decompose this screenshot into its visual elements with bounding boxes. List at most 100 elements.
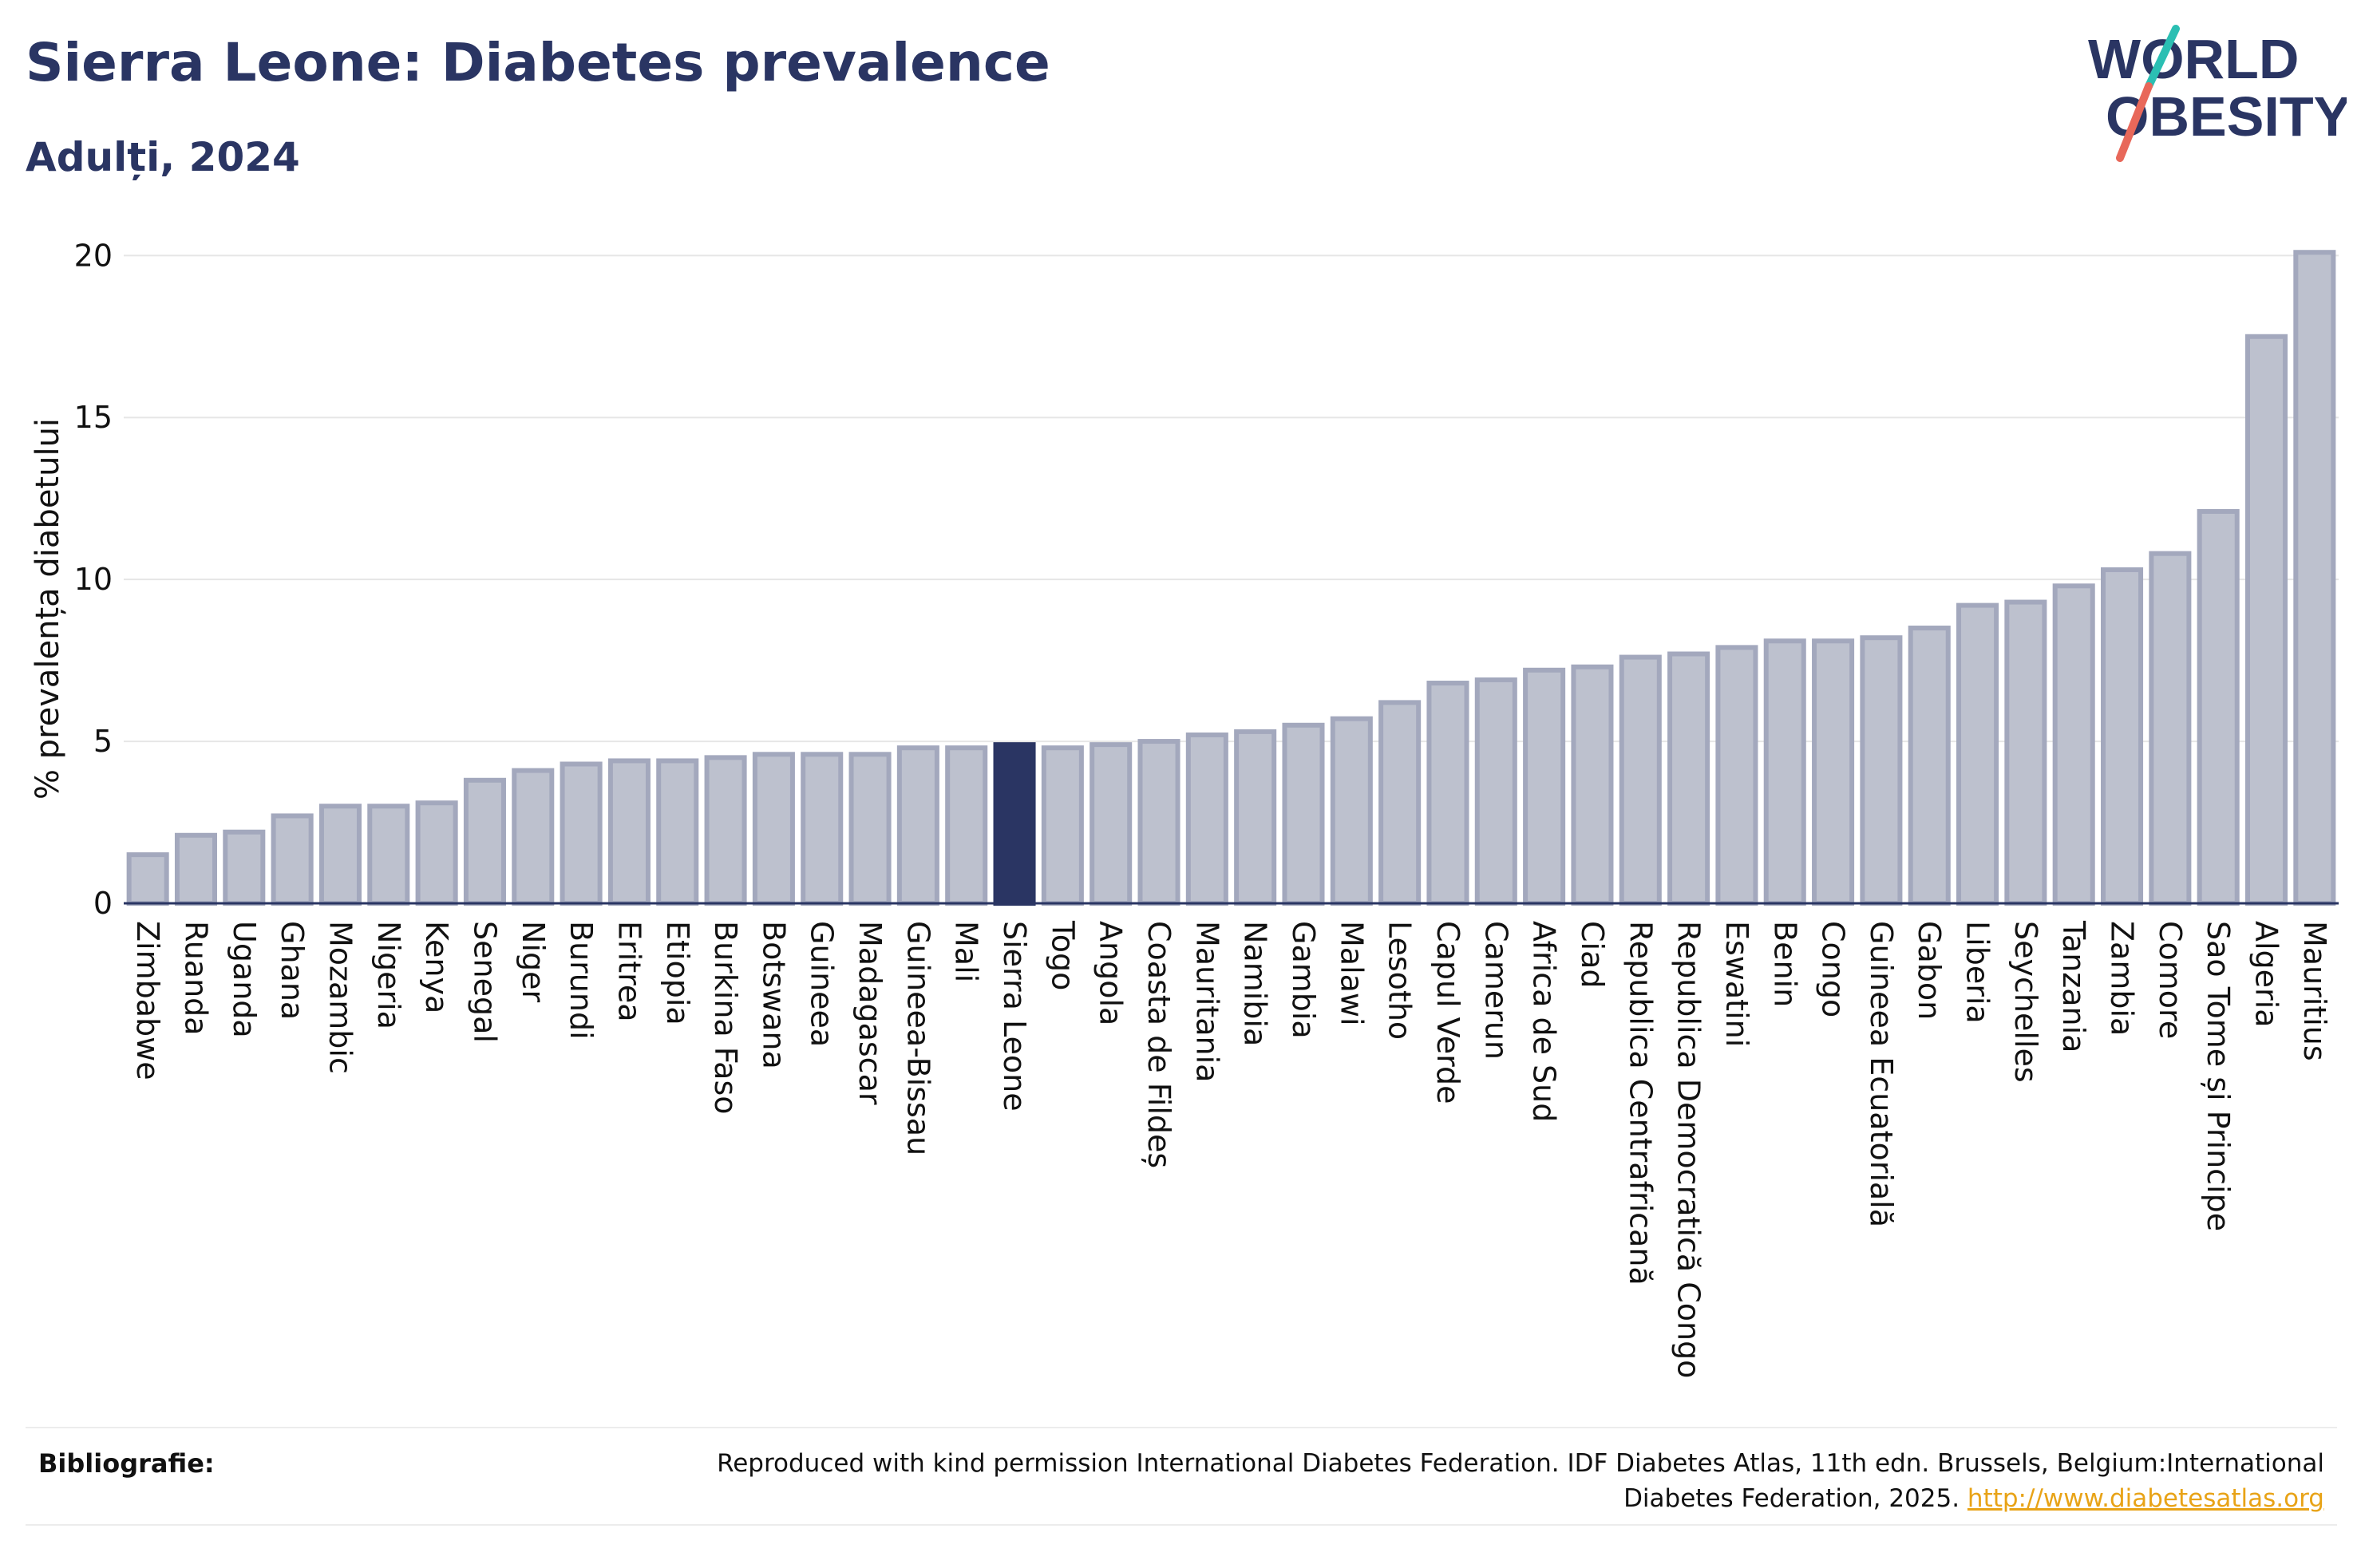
bar-ciad[interactable] bbox=[1571, 664, 1614, 906]
bar-benin[interactable] bbox=[1763, 638, 1806, 906]
bar-republica-democratic-congo[interactable] bbox=[1667, 651, 1710, 906]
x-tick-label: Eritrea bbox=[611, 921, 647, 1022]
bar-madagascar[interactable] bbox=[848, 752, 892, 906]
bar-togo[interactable] bbox=[1041, 745, 1084, 906]
x-tick-label: Kenya bbox=[419, 921, 454, 1013]
x-tick-label: Nigeria bbox=[371, 921, 406, 1029]
bar-lesotho[interactable] bbox=[1378, 700, 1422, 906]
x-tick-label: Republica Centrafricană bbox=[1623, 921, 1658, 1286]
y-axis-ticks: 0 5 10 15 20 bbox=[74, 238, 113, 921]
bar-guineea-bissau[interactable] bbox=[896, 745, 939, 906]
bar-coasta-de-filde-[interactable] bbox=[1137, 739, 1180, 906]
bar-nigeria[interactable] bbox=[367, 804, 410, 906]
bibliography-text: Reproduced with kind permission Internat… bbox=[648, 1446, 2324, 1516]
bar-comore[interactable] bbox=[2149, 551, 2192, 906]
y-tick-label: 0 bbox=[93, 886, 113, 921]
x-tick-label: Ghana bbox=[275, 921, 310, 1020]
bar-mauritania[interactable] bbox=[1185, 732, 1228, 906]
x-tick-label: Coasta de Fildeș bbox=[1141, 921, 1177, 1168]
x-tick-label: Congo bbox=[1816, 921, 1851, 1017]
y-tick-label: 20 bbox=[74, 238, 113, 273]
world-obesity-logo: WORLD OBESITY bbox=[2088, 25, 2347, 162]
x-tick-label: Seychelles bbox=[2008, 921, 2043, 1083]
bar-kenya[interactable] bbox=[415, 800, 458, 906]
x-tick-label: Zimbabwe bbox=[130, 921, 165, 1080]
bar-niger[interactable] bbox=[512, 768, 555, 906]
y-tick-label: 15 bbox=[74, 400, 113, 435]
x-tick-label: Sao Tome și Principe bbox=[2201, 921, 2236, 1231]
bar-namibia[interactable] bbox=[1234, 729, 1277, 906]
bar-ruanda[interactable] bbox=[174, 832, 218, 906]
x-tick-label: Gambia bbox=[1286, 921, 1321, 1039]
bars bbox=[126, 250, 2336, 906]
bar-sao-tome-i-principe[interactable] bbox=[2197, 508, 2240, 906]
bibliography-citation: Reproduced with kind permission Internat… bbox=[717, 1449, 2324, 1513]
x-tick-label: Burundi bbox=[564, 921, 599, 1040]
page-title: Sierra Leone: Diabetes prevalence bbox=[26, 32, 1050, 93]
x-tick-label: Etiopia bbox=[660, 921, 695, 1025]
x-tick-label: Togo bbox=[1045, 920, 1080, 990]
bar-congo[interactable] bbox=[1812, 638, 1855, 906]
x-tick-label: Mali bbox=[949, 921, 984, 982]
bar-camerun[interactable] bbox=[1474, 677, 1517, 906]
x-axis-labels: Zimbabwe Ruanda Uganda Ghana Mozambic Nigeria… bbox=[130, 920, 2332, 1378]
bar-algeria[interactable] bbox=[2244, 334, 2288, 906]
bar-mali[interactable] bbox=[945, 745, 988, 906]
bar-angola[interactable] bbox=[1090, 742, 1133, 906]
logo-line-1: WORLD bbox=[2088, 28, 2299, 90]
x-tick-label: Botswana bbox=[756, 921, 791, 1069]
bar-eritrea[interactable] bbox=[607, 758, 651, 906]
x-tick-label: Madagascar bbox=[852, 921, 888, 1105]
x-tick-label: Burkina Faso bbox=[708, 921, 743, 1115]
bar-zambia[interactable] bbox=[2101, 567, 2144, 906]
bar-uganda[interactable] bbox=[223, 829, 266, 906]
x-tick-label: Mozambic bbox=[322, 921, 358, 1074]
x-tick-label: Guineea Ecuatorială bbox=[1864, 921, 1899, 1227]
bar-sierra-leone[interactable] bbox=[993, 742, 1036, 906]
x-tick-label: Mauritania bbox=[1189, 921, 1224, 1082]
page-subtitle: Adulți, 2024 bbox=[26, 134, 300, 180]
x-tick-label: Namibia bbox=[1238, 921, 1273, 1046]
bar-guineea[interactable] bbox=[801, 752, 844, 906]
bar-eswatini[interactable] bbox=[1715, 645, 1758, 906]
bar-burkina-faso[interactable] bbox=[704, 755, 747, 906]
footer-divider-bottom bbox=[26, 1524, 2337, 1526]
bar-republica-centrafrican-[interactable] bbox=[1619, 654, 1662, 906]
x-tick-label: Comore bbox=[2153, 921, 2188, 1039]
x-tick-label: Malawi bbox=[1334, 921, 1369, 1026]
bar-gambia[interactable] bbox=[1282, 722, 1325, 906]
bibliography-label: Bibliografie: bbox=[38, 1448, 215, 1479]
bar-guineea-ecuatorial-[interactable] bbox=[1860, 635, 1903, 906]
bar-senegal[interactable] bbox=[463, 777, 506, 906]
x-tick-label: Uganda bbox=[227, 921, 262, 1038]
x-tick-label: Mauritius bbox=[2297, 921, 2332, 1061]
footer-divider-top bbox=[26, 1427, 2337, 1428]
bibliography-link[interactable]: http://www.diabetesatlas.org bbox=[1967, 1484, 2324, 1513]
x-tick-label: Sierra Leone bbox=[997, 921, 1032, 1112]
x-tick-label: Zambia bbox=[2105, 921, 2140, 1036]
bar-botswana[interactable] bbox=[752, 752, 795, 906]
x-tick-label: Gabon bbox=[1912, 921, 1947, 1020]
x-tick-label: Benin bbox=[1767, 921, 1802, 1007]
y-tick-label: 10 bbox=[74, 562, 113, 597]
bar-malawi[interactable] bbox=[1330, 716, 1373, 906]
x-tick-label: Senegal bbox=[467, 921, 502, 1043]
bar-burundi[interactable] bbox=[560, 761, 603, 906]
x-tick-label: Guineea-Bissau bbox=[900, 921, 935, 1155]
bar-ghana[interactable] bbox=[271, 813, 314, 906]
x-tick-label: Lesotho bbox=[1382, 921, 1418, 1040]
bar-liberia[interactable] bbox=[1956, 602, 1999, 906]
bar-mozambic[interactable] bbox=[318, 804, 362, 906]
bar-etiopia[interactable] bbox=[656, 758, 699, 906]
bar-chart: 0 5 10 15 20 Zimbabwe Ruanda Uganda Ghana Mozamb… bbox=[74, 238, 2339, 1378]
x-tick-label: Ruanda bbox=[178, 921, 213, 1036]
bar-gabon[interactable] bbox=[1908, 626, 1951, 906]
bar-seychelles[interactable] bbox=[2004, 599, 2047, 906]
bar-mauritius[interactable] bbox=[2293, 250, 2336, 906]
bar-tanzania[interactable] bbox=[2052, 583, 2095, 906]
bar-capul-verde[interactable] bbox=[1426, 681, 1469, 906]
bar-africa-de-sud[interactable] bbox=[1523, 667, 1566, 906]
x-tick-label: Tanzania bbox=[2056, 920, 2091, 1053]
x-tick-label: Eswatini bbox=[1719, 921, 1754, 1047]
bar-zimbabwe[interactable] bbox=[126, 852, 169, 906]
